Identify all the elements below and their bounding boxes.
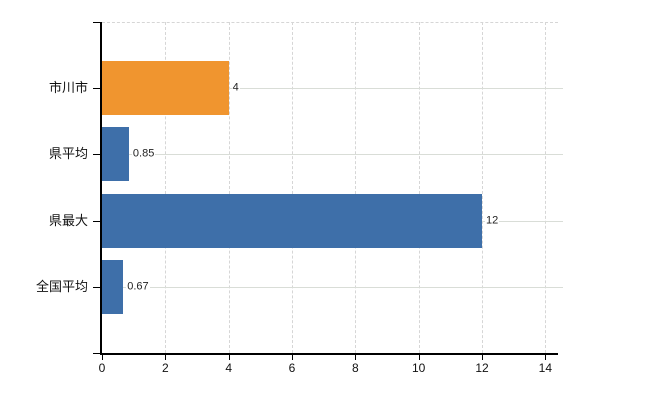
bar-value-label: 12 bbox=[485, 214, 500, 228]
bar bbox=[102, 259, 124, 314]
plot-area: 0 2 4 6 8 10 12 14 4 市川市 0.85 県平均 12 県最大 0.67 全国平均 bbox=[36, 22, 563, 374]
x-axis-tick bbox=[482, 355, 483, 360]
y-category-label: 県平均 bbox=[48, 146, 88, 162]
vertical-gridline bbox=[545, 22, 547, 353]
x-axis-tick bbox=[418, 355, 420, 360]
row-gridline bbox=[102, 88, 563, 90]
y-axis-line bbox=[100, 22, 102, 355]
vertical-gridline bbox=[228, 22, 230, 353]
bar-value-label: 0.67 bbox=[126, 280, 150, 294]
x-tick-label: 4 bbox=[225, 361, 232, 375]
bar bbox=[102, 193, 482, 248]
x-axis-tick bbox=[102, 355, 103, 360]
vertical-gridline bbox=[418, 22, 420, 353]
x-tick-label: 8 bbox=[351, 361, 359, 375]
vertical-gridline bbox=[292, 22, 293, 353]
x-tick-label: 2 bbox=[161, 361, 169, 375]
bar-value-label: 4 bbox=[231, 81, 240, 95]
plot-top-border bbox=[102, 22, 558, 23]
x-tick-label: 12 bbox=[475, 361, 489, 375]
x-tick-label: 0 bbox=[98, 361, 106, 375]
y-category-label: 県最大 bbox=[48, 212, 88, 228]
y-axis-tick bbox=[93, 220, 100, 222]
vertical-gridline bbox=[482, 22, 483, 353]
y-axis-end-tick bbox=[93, 22, 100, 23]
x-axis-tick bbox=[355, 355, 357, 360]
row-gridline bbox=[102, 286, 563, 288]
x-axis-tick bbox=[165, 355, 167, 360]
vertical-gridline bbox=[355, 22, 357, 353]
bar-value-label: 0.85 bbox=[131, 147, 156, 161]
y-axis-end-tick bbox=[93, 353, 100, 354]
y-category-label: 市川市 bbox=[48, 79, 88, 95]
x-axis-line bbox=[100, 353, 558, 355]
bar bbox=[102, 127, 129, 182]
row-gridline bbox=[102, 154, 563, 156]
y-category-label: 全国平均 bbox=[35, 278, 88, 294]
x-axis-tick bbox=[545, 355, 547, 360]
x-tick-label: 6 bbox=[288, 361, 296, 375]
y-axis-tick bbox=[93, 154, 100, 156]
bar bbox=[102, 61, 229, 116]
y-axis-tick bbox=[93, 88, 100, 90]
y-axis-tick bbox=[93, 286, 100, 288]
x-tick-label: 14 bbox=[538, 361, 553, 375]
x-axis-tick bbox=[228, 355, 230, 360]
x-axis-tick bbox=[292, 355, 293, 360]
vertical-gridline bbox=[165, 22, 167, 353]
x-tick-label: 10 bbox=[411, 361, 426, 375]
